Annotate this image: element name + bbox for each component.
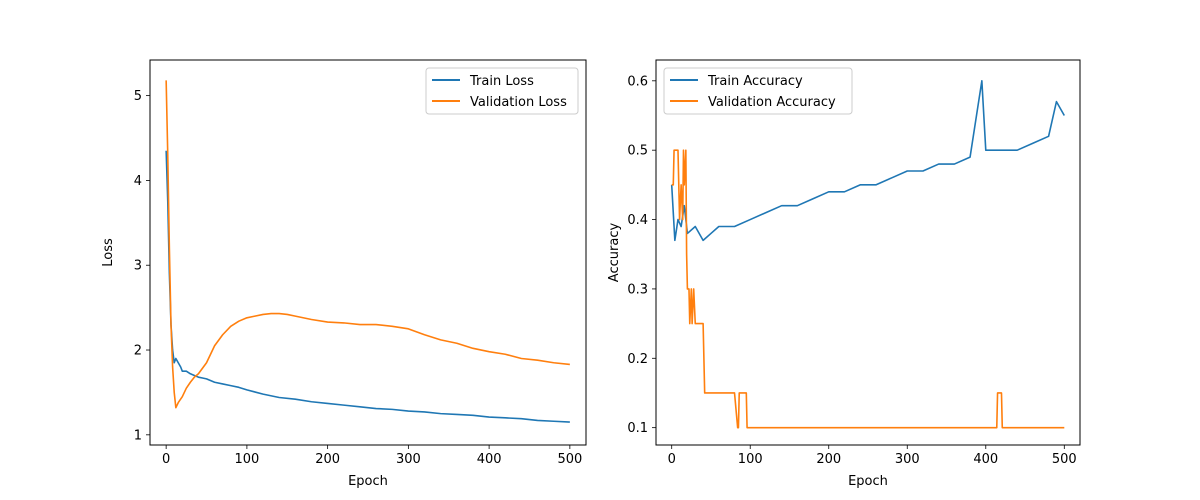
loss-legend-label-0: Train Loss — [469, 74, 534, 89]
loss-ytick-label-1: 2 — [134, 344, 142, 359]
accuracy-series-line-1 — [671, 149, 1065, 429]
loss-xtick-label-2: 200 — [315, 452, 340, 467]
loss-series-line-1 — [165, 80, 570, 409]
accuracy-ytick-label-1: 0.2 — [627, 352, 648, 367]
accuracy-ytick-label-4: 0.5 — [627, 144, 648, 159]
loss-xtick-label-1: 100 — [234, 452, 259, 467]
accuracy-ytick-label-5: 0.6 — [627, 74, 648, 89]
loss-legend-label-1: Validation Loss — [470, 95, 567, 110]
accuracy-series-line-0 — [670, 80, 1065, 242]
accuracy-xtick-label-4: 400 — [973, 452, 998, 467]
accuracy-ytick-label-0: 0.1 — [627, 421, 648, 436]
loss-ytick-label-0: 1 — [134, 428, 142, 443]
loss-ticks: 0 100 200 300 400 500 1 2 3 4 5 — [134, 89, 583, 467]
loss-axes-frame — [149, 59, 587, 446]
loss-xtick-label-0: 0 — [162, 452, 170, 467]
accuracy-axes-frame — [655, 59, 1081, 446]
accuracy-xtick-label-5: 500 — [1052, 452, 1077, 467]
loss-legend-box — [425, 67, 579, 115]
loss-xtick-label-4: 400 — [477, 452, 502, 467]
accuracy-legend-box — [663, 67, 853, 115]
loss-series-layer — [165, 80, 570, 423]
accuracy-chart: 0 100 200 300 400 500 0.1 0.2 0.3 0.4 0.5 0.6 Epoch… — [607, 59, 1081, 489]
loss-xlabel: Epoch — [348, 474, 388, 489]
accuracy-ytick-label-2: 0.3 — [627, 282, 648, 297]
loss-ytick-label-3: 4 — [134, 174, 142, 189]
loss-ylabel: Loss — [101, 238, 116, 267]
accuracy-series-layer — [670, 80, 1065, 429]
accuracy-legend-label-1: Validation Accuracy — [708, 95, 836, 110]
accuracy-legend: Train Accuracy Validation Accuracy — [663, 67, 853, 115]
loss-ytick-label-4: 5 — [134, 89, 142, 104]
accuracy-xtick-label-1: 100 — [738, 452, 763, 467]
loss-ytick-label-2: 3 — [134, 259, 142, 274]
accuracy-xlabel: Epoch — [848, 474, 888, 489]
accuracy-xtick-label-0: 0 — [668, 452, 676, 467]
loss-chart: 0 100 200 300 400 500 1 2 3 4 5 Epoch Loss Train L… — [101, 59, 587, 489]
accuracy-ticks: 0 100 200 300 400 500 0.1 0.2 0.3 0.4 0.5 0.6 — [627, 74, 1076, 467]
loss-xtick-label-5: 500 — [557, 452, 582, 467]
accuracy-xtick-label-3: 300 — [895, 452, 920, 467]
accuracy-xtick-label-2: 200 — [816, 452, 841, 467]
accuracy-ytick-label-3: 0.4 — [627, 213, 648, 228]
loss-legend: Train Loss Validation Loss — [425, 67, 579, 115]
accuracy-legend-label-0: Train Accuracy — [707, 74, 803, 89]
loss-series-line-0 — [165, 150, 570, 423]
accuracy-ylabel: Accuracy — [607, 223, 622, 283]
loss-xtick-label-3: 300 — [396, 452, 421, 467]
